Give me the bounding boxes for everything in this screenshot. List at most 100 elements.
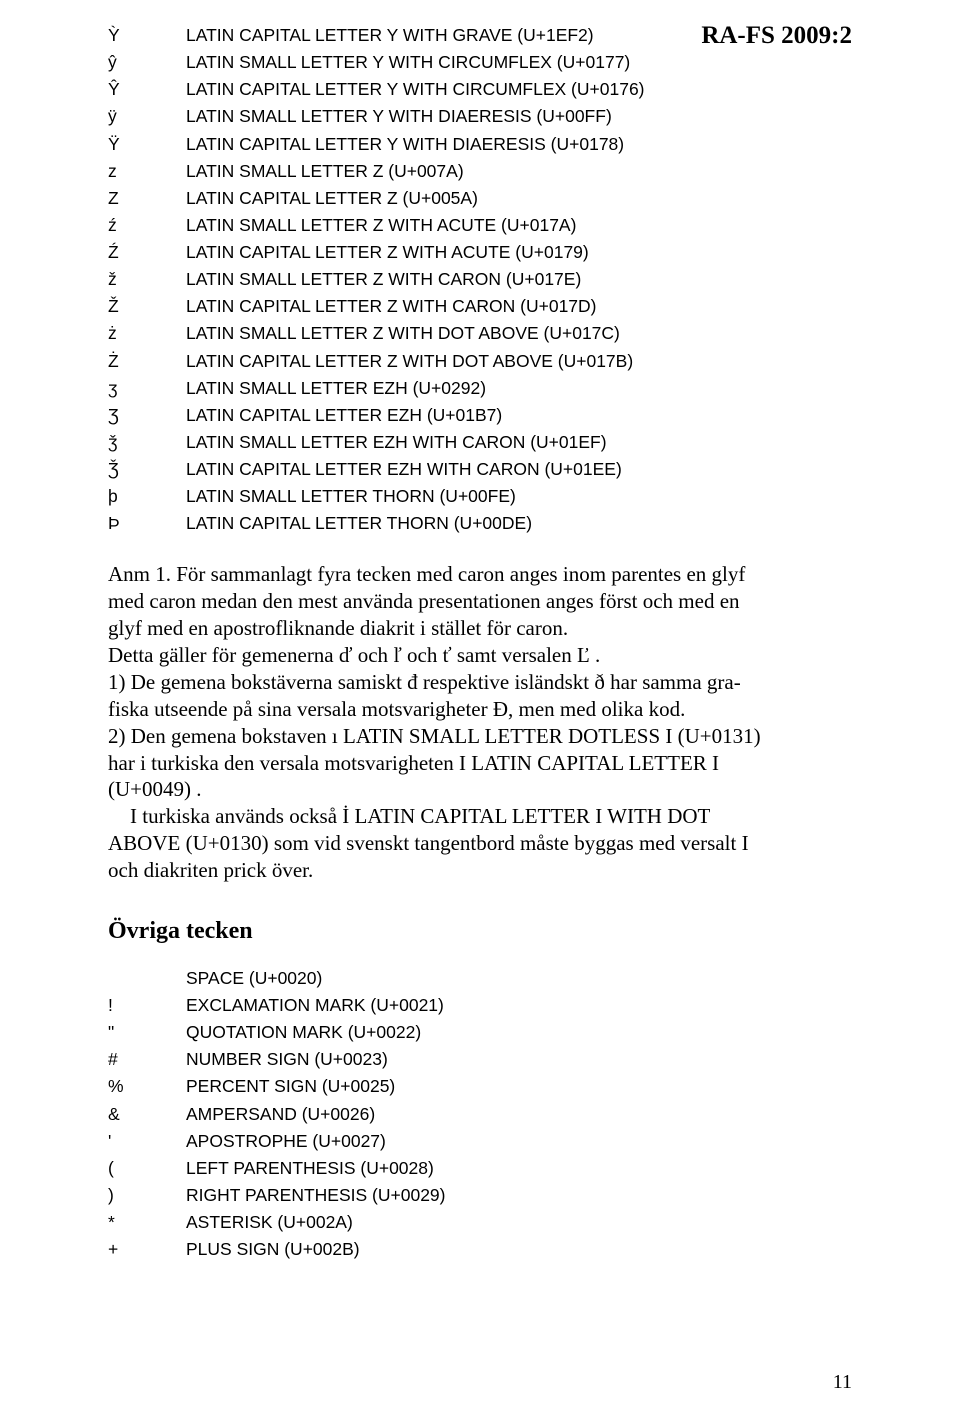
char-description: LATIN CAPITAL LETTER Z WITH ACUTE (U+017… [186,239,852,266]
char-glyph: ż [108,320,186,347]
char-description: LATIN CAPITAL LETTER THORN (U+00DE) [186,510,852,537]
char-row: %PERCENT SIGN (U+0025) [108,1073,852,1100]
char-glyph: ÿ [108,103,186,130]
char-description: LATIN SMALL LETTER Z WITH ACUTE (U+017A) [186,212,852,239]
char-row: !EXCLAMATION MARK (U+0021) [108,992,852,1019]
char-description: LATIN CAPITAL LETTER EZH WITH CARON (U+0… [186,456,852,483]
char-glyph: " [108,1019,186,1046]
char-glyph: Ż [108,348,186,375]
char-row: ZLATIN CAPITAL LETTER Z (U+005A) [108,185,852,212]
char-row: þLATIN SMALL LETTER THORN (U+00FE) [108,483,852,510]
char-glyph: ) [108,1182,186,1209]
char-row: ʒLATIN SMALL LETTER EZH (U+0292) [108,375,852,402]
char-glyph: % [108,1073,186,1100]
char-description: LATIN SMALL LETTER Z WITH DOT ABOVE (U+0… [186,320,852,347]
char-glyph: ʒ [108,375,186,402]
char-description: LATIN SMALL LETTER EZH WITH CARON (U+01E… [186,429,852,456]
char-glyph: Þ [108,510,186,537]
char-glyph: Ž [108,293,186,320]
char-description: SPACE (U+0020) [186,965,852,992]
char-glyph: ŷ [108,49,186,76]
char-description: LATIN CAPITAL LETTER EZH (U+01B7) [186,402,852,429]
char-description: APOSTROPHE (U+0027) [186,1128,852,1155]
char-glyph: ! [108,992,186,1019]
char-glyph [108,965,186,992]
char-row: ŹLATIN CAPITAL LETTER Z WITH ACUTE (U+01… [108,239,852,266]
char-glyph: Ỳ [108,22,186,49]
char-description: RIGHT PARENTHESIS (U+0029) [186,1182,852,1209]
header-label: RA-FS 2009:2 [701,22,852,50]
char-row: ŷLATIN SMALL LETTER Y WITH CIRCUMFLEX (U… [108,49,852,76]
char-description: LATIN CAPITAL LETTER Z WITH DOT ABOVE (U… [186,348,852,375]
char-glyph: Ź [108,239,186,266]
char-description: AMPERSAND (U+0026) [186,1101,852,1128]
char-description: PLUS SIGN (U+002B) [186,1236,852,1263]
char-row: ŸLATIN CAPITAL LETTER Y WITH DIAERESIS (… [108,131,852,158]
char-row: *ASTERISK (U+002A) [108,1209,852,1236]
char-row: 'APOSTROPHE (U+0027) [108,1128,852,1155]
para2-line3: 2) Den gemena bokstaven ı LATIN SMALL LE… [108,723,852,750]
para2-line7: ABOVE (U+0130) som vid svenskt tangentbo… [108,830,852,857]
char-row: zLATIN SMALL LETTER Z (U+007A) [108,158,852,185]
char-description: LATIN CAPITAL LETTER Y WITH DIAERESIS (U… [186,131,852,158]
char-glyph: + [108,1236,186,1263]
char-description: NUMBER SIGN (U+0023) [186,1046,852,1073]
char-row: żLATIN SMALL LETTER Z WITH DOT ABOVE (U+… [108,320,852,347]
char-glyph: Ʒ [108,402,186,429]
char-description: LATIN SMALL LETTER Y WITH DIAERESIS (U+0… [186,103,852,130]
char-glyph: ( [108,1155,186,1182]
char-description: LATIN SMALL LETTER EZH (U+0292) [186,375,852,402]
char-row: (LEFT PARENTHESIS (U+0028) [108,1155,852,1182]
char-row: ŶLATIN CAPITAL LETTER Y WITH CIRCUMFLEX … [108,76,852,103]
char-glyph: ǯ [108,429,186,456]
char-description: LATIN SMALL LETTER Z WITH CARON (U+017E) [186,266,852,293]
char-description: LATIN CAPITAL LETTER Z (U+005A) [186,185,852,212]
char-description: LATIN CAPITAL LETTER Y WITH CIRCUMFLEX (… [186,76,852,103]
body-text-block: Anm 1. För sammanlagt fyra tecken med ca… [108,561,852,884]
para2-line6: I turkiska används också İ LATIN CAPITAL… [108,803,852,830]
char-row: źLATIN SMALL LETTER Z WITH ACUTE (U+017A… [108,212,852,239]
char-description: LATIN SMALL LETTER THORN (U+00FE) [186,483,852,510]
char-row: ǮLATIN CAPITAL LETTER EZH WITH CARON (U+… [108,456,852,483]
char-row: &AMPERSAND (U+0026) [108,1101,852,1128]
char-glyph: & [108,1101,186,1128]
char-glyph: þ [108,483,186,510]
char-description: LATIN CAPITAL LETTER Z WITH CARON (U+017… [186,293,852,320]
char-glyph: z [108,158,186,185]
char-glyph: ž [108,266,186,293]
para2-line2: fiska utseende på sina versala motsvarig… [108,696,852,723]
anm1-line1: Anm 1. För sammanlagt fyra tecken med ca… [108,561,852,588]
section-title-other: Övriga tecken [108,918,852,945]
char-row: #NUMBER SIGN (U+0023) [108,1046,852,1073]
char-row: ŻLATIN CAPITAL LETTER Z WITH DOT ABOVE (… [108,348,852,375]
para2-line1: 1) De gemena bokstäverna samiskt đ respe… [108,669,852,696]
char-glyph: Ǯ [108,456,186,483]
char-description: PERCENT SIGN (U+0025) [186,1073,852,1100]
char-description: LATIN SMALL LETTER Z (U+007A) [186,158,852,185]
char-row: "QUOTATION MARK (U+0022) [108,1019,852,1046]
char-glyph: Ŷ [108,76,186,103]
char-row: ÞLATIN CAPITAL LETTER THORN (U+00DE) [108,510,852,537]
char-row: ÿLATIN SMALL LETTER Y WITH DIAERESIS (U+… [108,103,852,130]
para2-line8: och diakriten prick över. [108,857,852,884]
anm1-line4: Detta gäller för gemenerna ď och ľ och ť… [108,642,852,669]
page-number: 11 [833,1371,852,1394]
char-description: EXCLAMATION MARK (U+0021) [186,992,852,1019]
char-row: )RIGHT PARENTHESIS (U+0029) [108,1182,852,1209]
char-row: +PLUS SIGN (U+002B) [108,1236,852,1263]
char-glyph: # [108,1046,186,1073]
char-description: LATIN SMALL LETTER Y WITH CIRCUMFLEX (U+… [186,49,852,76]
char-row: SPACE (U+0020) [108,965,852,992]
anm1-line2: med caron medan den mest använda present… [108,588,852,615]
char-row: ǯLATIN SMALL LETTER EZH WITH CARON (U+01… [108,429,852,456]
char-row: ƷLATIN CAPITAL LETTER EZH (U+01B7) [108,402,852,429]
char-row: žLATIN SMALL LETTER Z WITH CARON (U+017E… [108,266,852,293]
char-glyph: ' [108,1128,186,1155]
page-container: RA-FS 2009:2 ỲLATIN CAPITAL LETTER Y WIT… [0,0,960,1416]
para2-line4: har i turkiska den versala motsvarighete… [108,750,852,777]
char-glyph: ź [108,212,186,239]
anm1-line3: glyf med en apostrofliknande diakrit i s… [108,615,852,642]
char-glyph: Ÿ [108,131,186,158]
character-table-other: SPACE (U+0020)!EXCLAMATION MARK (U+0021)… [108,965,852,1263]
char-description: QUOTATION MARK (U+0022) [186,1019,852,1046]
